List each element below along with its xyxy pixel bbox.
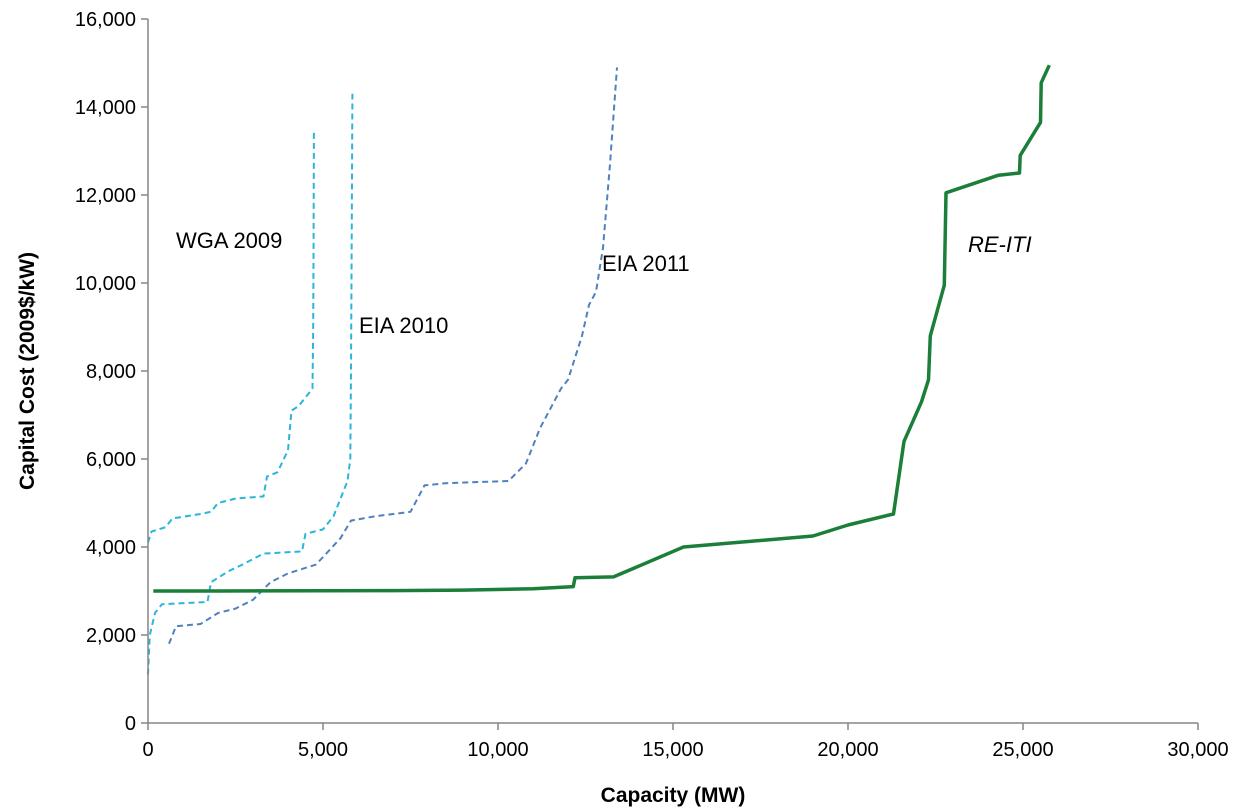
y-tick-label: 0	[125, 713, 136, 735]
series-line-wga-2009	[147, 131, 315, 543]
x-tick-label: 5,000	[298, 739, 348, 761]
y-tick-label: 4,000	[86, 537, 136, 559]
x-tick-label: 10,000	[467, 739, 528, 761]
y-axis-ticks: 0 2,000 4,000 6,000 8,000 10,000 12,000 14,000 1…	[75, 9, 148, 735]
y-tick-label: 10,000	[75, 273, 136, 295]
y-tick-label: 12,000	[75, 185, 136, 207]
series-line-re-iti	[153, 64, 1051, 593]
x-tick-label: 15,000	[642, 739, 703, 761]
y-tick-label: 8,000	[86, 361, 136, 383]
x-axis-title: Capacity (MW)	[601, 784, 746, 807]
y-tick-label: 16,000	[75, 9, 136, 31]
x-axis-ticks: 0 5,000 10,000 15,000 20,000 25,000 30,000	[142, 723, 1229, 761]
series-label-wga-2009: WGA 2009	[176, 228, 282, 253]
series-label-eia-2011: EIA 2011	[602, 251, 690, 276]
series-line-eia-2010	[147, 93, 354, 675]
series-label-re-iti: RE-ITI	[968, 232, 1032, 257]
y-tick-label: 14,000	[75, 97, 136, 119]
y-tick-label: 2,000	[86, 625, 136, 647]
y-axis-title: Capital Cost (2009$/kW)	[16, 252, 39, 490]
x-tick-label: 25,000	[992, 739, 1053, 761]
x-tick-label: 20,000	[817, 739, 878, 761]
series-label-eia-2010: EIA 2010	[359, 313, 448, 338]
y-tick-label: 6,000	[86, 449, 136, 471]
series-line-eia-2011	[168, 67, 618, 645]
series-layer	[147, 64, 1051, 675]
x-tick-label: 0	[142, 739, 153, 761]
x-tick-label: 30,000	[1167, 739, 1228, 761]
